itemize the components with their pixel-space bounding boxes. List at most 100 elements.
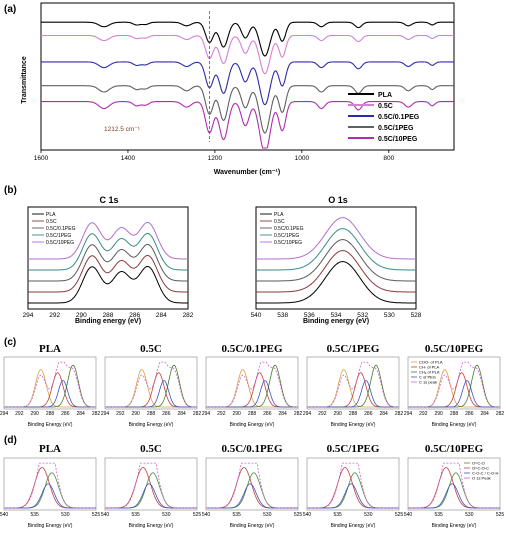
o1s-xtick: 530 [384, 312, 395, 319]
deconv-xtick: 290 [30, 411, 39, 417]
c1s-xtick: 282 [183, 312, 194, 319]
deconv-panel-title: 0.5C [140, 443, 162, 455]
deconv-component-line [105, 369, 197, 408]
deconv-xtick: 286 [263, 411, 272, 417]
deconv-panel-frame [3, 356, 97, 410]
deconv-component-line [206, 372, 298, 408]
deconv-xtick: 525 [294, 512, 303, 518]
ftir-series-line [41, 61, 454, 106]
deconv-xtick: 284 [278, 411, 287, 417]
ftir-1212-annotation: 1212.5 cm⁻¹ [104, 126, 141, 133]
deconv-component-line [4, 472, 96, 509]
c1s-series-group [28, 222, 188, 304]
deconv-legend-label: CH- of PLA [419, 365, 440, 370]
ftir-series-line [41, 34, 454, 75]
deconv-xtick: 286 [61, 411, 70, 417]
c1s-legend-label: 0.5C/10PEG [46, 240, 74, 246]
ftir-legend: PLA 0.5C 0.5C/0.1PEG 0.5C/1PEG 0.5C/10PE… [348, 92, 420, 143]
deconv-component-line [408, 483, 500, 509]
xps-stack-line [256, 239, 416, 282]
c1s-legend-label: 0.5C [46, 219, 57, 225]
deconv-xtick: 292 [318, 411, 327, 417]
deconv-xtick: 525 [496, 512, 505, 518]
deconv-panel-title: 0.5C [140, 343, 162, 355]
c1s-title: C 1s [99, 195, 118, 205]
o1s-title: O 1s [328, 195, 348, 205]
legend-label-pla: PLA [378, 92, 392, 99]
deconv-xtick: 525 [395, 512, 404, 518]
xps-stack-line [256, 228, 416, 271]
deconv-xlabel: Binding Energy (eV) [230, 422, 275, 428]
o1s-deconvolution-panels: PLA 540 535 530 525 Binding Energy (eV) 0.5C 54… [0, 443, 504, 529]
deconv-xtick: 530 [263, 512, 272, 518]
c1s-xlabel: Binding energy (eV) [75, 318, 141, 325]
deconv-xtick: 294 [0, 411, 8, 417]
deconv-xtick: 292 [116, 411, 125, 417]
deconv-xtick: 540 [0, 512, 8, 518]
deconv-envelope-line [307, 462, 399, 509]
o1s-plot-frame [255, 206, 417, 310]
deconv-xtick: 535 [131, 512, 140, 518]
deconv-panel-frame [306, 356, 400, 410]
deconv-component-line [206, 472, 298, 509]
ftir-series-line [41, 101, 454, 149]
deconv-panel-frame [104, 457, 198, 511]
deconv-xtick: 290 [232, 411, 241, 417]
panel-d-label: (d) [4, 435, 17, 446]
deconv-envelope-line [408, 361, 500, 408]
o1s-xtick: 532 [357, 312, 368, 319]
ftir-plot-frame [40, 2, 455, 151]
deconv-xtick: 530 [465, 512, 474, 518]
deconv-legend-label: COO- of PLA [419, 360, 443, 365]
deconv-xlabel: Binding Energy (eV) [432, 523, 477, 529]
deconv-envelope-line [105, 462, 197, 509]
deconv-component-line [206, 483, 298, 509]
xps-stack-line [256, 261, 416, 304]
deconv-envelope-line [206, 361, 298, 408]
deconv-panel-frame [407, 356, 501, 410]
deconv-envelope-line [4, 361, 96, 408]
deconv-xtick: 286 [364, 411, 373, 417]
deconv-xtick: 290 [434, 411, 443, 417]
xps-stack-line [28, 244, 188, 282]
deconv-envelope-line [206, 462, 298, 509]
deconv-panel: 0.5C/10PEG 540 535 530 525 Binding Energy (eV… [404, 443, 505, 529]
deconv-legend-label: C-O-C / C-O-H [472, 471, 499, 476]
deconv-panel-frame [3, 457, 97, 511]
o1s-xtick: 538 [277, 312, 288, 319]
deconv-xtick: 294 [303, 411, 312, 417]
deconv-envelope-line [105, 361, 197, 408]
deconv-xtick: 535 [434, 512, 443, 518]
o1s-legend: PLA 0.5C 0.5C/0.1PEG 0.5C/1PEG 0.5C/10PE… [260, 212, 304, 246]
deconv-envelope-line [408, 462, 500, 509]
deconv-component-line [307, 369, 399, 408]
o1s-legend-label: PLA [274, 212, 284, 218]
ftir-xtick: 1000 [295, 155, 310, 162]
c1s-xtick: 294 [23, 312, 34, 319]
deconv-xtick: 540 [202, 512, 211, 518]
deconv-xtick: 535 [30, 512, 39, 518]
legend-label-05c: 0.5C [378, 103, 393, 110]
deconv-panel-title: PLA [39, 343, 61, 355]
deconv-component-line [307, 364, 399, 408]
legend-label-05c-01peg: 0.5C/0.1PEG [378, 114, 420, 121]
deconv-panel: 0.5C/0.1PEG 294 292 290 288 286 284 282 Binding … [202, 343, 303, 428]
c1s-plot-frame [27, 206, 189, 310]
deconv-envelope-line [307, 361, 399, 408]
deconv-panel-title: 0.5C/1PEG [327, 443, 380, 455]
deconv-panel-title: 0.5C/1PEG [327, 343, 380, 355]
deconv-xlabel: Binding Energy (eV) [432, 422, 477, 428]
deconv-panel-frame [104, 356, 198, 410]
deconv-xtick: 282 [496, 411, 505, 417]
deconv-xtick: 294 [101, 411, 110, 417]
c1s-xtick: 284 [156, 312, 167, 319]
ftir-xtick: 1400 [121, 155, 136, 162]
o1s-legend-label: 0.5C/10PEG [274, 240, 302, 246]
deconv-xtick: 525 [92, 512, 101, 518]
c1s-legend-label: PLA [46, 212, 56, 218]
o1s-legend-label: 0.5C [274, 219, 285, 225]
deconv-xtick: 288 [349, 411, 358, 417]
deconv-xtick: 530 [162, 512, 171, 518]
deconv-legend-label: O 1s Peak [472, 476, 491, 481]
